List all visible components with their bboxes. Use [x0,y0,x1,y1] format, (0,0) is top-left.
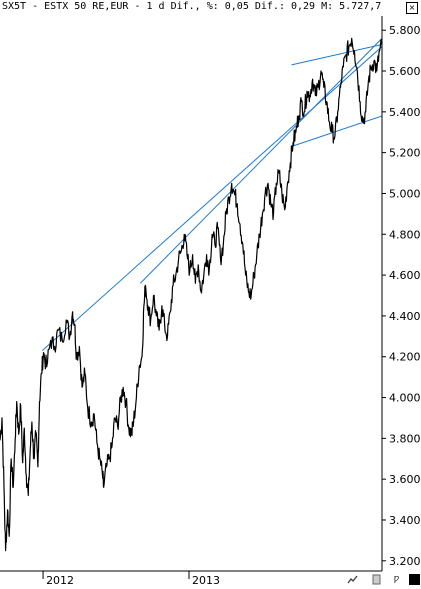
y-tick-label: 4.000 [389,392,421,405]
key-icon[interactable]: ƿ [393,574,400,584]
x-tick-label: 2012 [46,574,74,587]
y-tick-label: 5.800 [389,24,421,37]
y-tick-label: 5.400 [389,106,421,119]
price-series [0,37,383,552]
x-tick-label: 2013 [192,574,220,587]
y-tick-label: 4.400 [389,310,421,323]
chart-icon[interactable] [347,574,358,585]
page-icon[interactable] [371,574,382,585]
y-tick-label: 3.800 [389,432,421,445]
y-tick-label: 4.800 [389,228,421,241]
trend-line [140,38,383,284]
y-tick-label: 3.600 [389,473,421,486]
close-icon[interactable]: × [406,2,418,14]
window-title-bar: SX5T - ESTX 50 RE,EUR - 1 d Dif., %: 0,0… [0,0,421,16]
y-tick-label: 5.600 [389,65,421,78]
chart-title: SX5T - ESTX 50 RE,EUR - 1 d Dif., %: 0,0… [2,1,382,12]
price-line [0,37,383,552]
y-tick-label: 4.600 [389,269,421,282]
chart-toolbar: ƿ [347,574,421,586]
y-tick-label: 5.000 [389,187,421,200]
y-tick-label: 4.200 [389,351,421,364]
y-tick-label: 3.400 [389,514,421,527]
chart-axes: 3.200 3.400 3.600 3.800 4.000 4.200 4.400 4.600… [0,16,421,587]
trend-lines [41,38,383,351]
trend-line [291,115,383,147]
y-tick-label: 3.200 [389,555,421,568]
y-tick-label: 5.200 [389,147,421,160]
square-icon[interactable] [409,574,420,585]
trend-line [291,44,383,66]
trend-line [41,46,383,351]
